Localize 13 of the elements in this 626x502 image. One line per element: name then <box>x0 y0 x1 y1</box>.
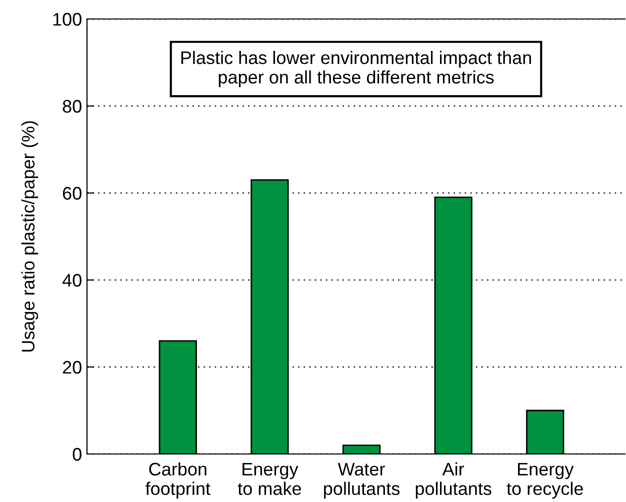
x-tick-label: Water pollutants <box>324 462 400 499</box>
y-tick-label: 0 <box>72 448 82 461</box>
x-tick-label: Energy to recycle <box>506 462 583 499</box>
x-tick-label: Carbon footprint <box>146 462 210 499</box>
y-tick-label: 20 <box>62 360 82 374</box>
y-tick-label: 60 <box>62 186 82 200</box>
y-tick-label: 100 <box>53 12 82 26</box>
x-tick-label: Energy to make <box>238 462 302 496</box>
y-tick-label: 80 <box>62 100 82 113</box>
x-tick-label: Air pollutants <box>416 462 492 499</box>
y-axis-title: Usage ratio plastic/paper (%) <box>21 121 38 352</box>
annotation: Plastic has lower environmental impact than paper on all these different metrics <box>181 50 531 88</box>
y-tick-label: 40 <box>62 274 82 287</box>
